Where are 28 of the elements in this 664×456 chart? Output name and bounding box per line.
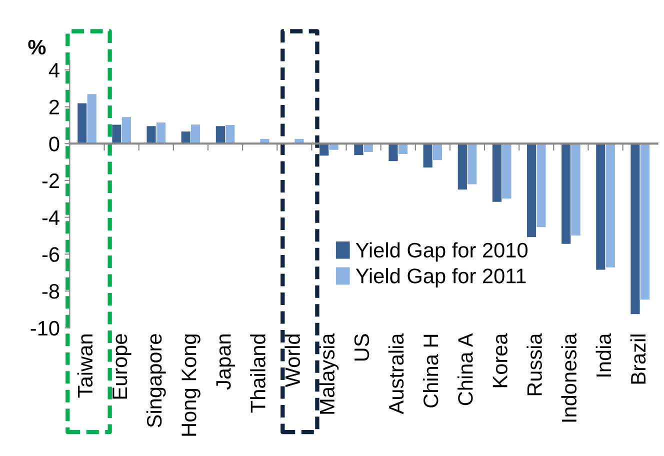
legend-label: Yield Gap for 2010 bbox=[356, 242, 528, 262]
x-tick-label: Europe bbox=[112, 334, 132, 399]
x-tick-label: India bbox=[596, 333, 612, 376]
x-tick-label: Indonesia bbox=[561, 333, 577, 422]
y-tick-label: -6 bbox=[42, 247, 60, 262]
x-tick-label: Australia bbox=[388, 333, 404, 414]
y-tick-label: 0 bbox=[49, 136, 60, 152]
x-tick-label: Russia bbox=[526, 333, 542, 396]
y-tick-label: -10 bbox=[30, 320, 60, 336]
legend-label: Yield Gap for 2011 bbox=[356, 268, 526, 288]
x-tick-label: China A bbox=[458, 333, 473, 406]
x-tick-label: Taiwan bbox=[77, 334, 93, 398]
x-tick-label: Thailand bbox=[250, 334, 266, 413]
y-tick-label: 2 bbox=[49, 100, 59, 114]
x-tick-label: World bbox=[284, 334, 300, 388]
x-tick-label: Malaysia bbox=[319, 333, 339, 414]
x-tick-label: Korea bbox=[492, 333, 508, 388]
x-tick-label: Hong Kong bbox=[182, 334, 200, 436]
y-tick-label: -4 bbox=[42, 210, 60, 225]
y-axis-title: % bbox=[28, 40, 46, 55]
y-tick-label: -8 bbox=[42, 284, 60, 299]
x-tick-label: China H bbox=[422, 334, 438, 408]
x-tick-label: Japan bbox=[216, 334, 235, 390]
x-tick-label: Brazil bbox=[630, 334, 646, 384]
x-tick-label: US bbox=[354, 334, 370, 361]
y-tick-label: -2 bbox=[42, 173, 59, 188]
y-tick-label: 4 bbox=[48, 63, 60, 78]
x-tick-label: Singapore bbox=[146, 334, 166, 428]
